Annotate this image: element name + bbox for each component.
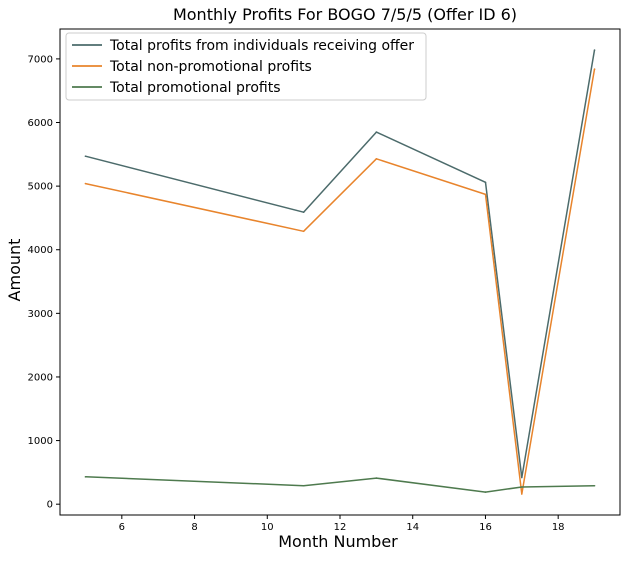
series-1-point bbox=[302, 211, 305, 214]
plot-area: 6 8 10 12 14 16 18 0 1000 2000 3000 4000 5000 6000 700… bbox=[28, 28, 621, 533]
series-2-point bbox=[302, 230, 305, 233]
x-tick-label: 12 bbox=[334, 522, 347, 533]
series-1-point bbox=[84, 155, 87, 158]
y-axis-label: Amount bbox=[5, 239, 24, 302]
series-line-1 bbox=[85, 49, 596, 479]
series-2-point bbox=[593, 68, 596, 70]
x-tick-label: 18 bbox=[552, 522, 565, 533]
x-axis-label: Month Number bbox=[278, 532, 398, 551]
series-3-point bbox=[521, 486, 523, 488]
legend-label-2: Total non-promotional profits bbox=[109, 59, 312, 75]
y-tick-label: 2000 bbox=[28, 372, 53, 383]
legend: Total profits from individuals receiving… bbox=[65, 32, 427, 101]
chart-title: Monthly Profits For BOGO 7/5/5 (Offer ID… bbox=[173, 5, 517, 24]
y-tick-label: 0 bbox=[47, 500, 53, 511]
plot-frame bbox=[59, 28, 621, 516]
series-3-point bbox=[302, 484, 305, 487]
legend-label-3: Total promotional profits bbox=[109, 80, 281, 96]
series-1-point bbox=[593, 49, 596, 51]
x-tick-label: 10 bbox=[261, 522, 274, 533]
series-2-point bbox=[521, 493, 523, 495]
legend-label-1: Total profits from individuals receiving… bbox=[109, 38, 414, 54]
series-1-point bbox=[375, 131, 378, 133]
y-tick-label: 1000 bbox=[28, 436, 53, 447]
series-3-point bbox=[593, 484, 596, 487]
legend-box bbox=[65, 32, 427, 101]
y-tick-label: 5000 bbox=[28, 182, 53, 193]
x-tick-label: 8 bbox=[191, 522, 197, 533]
series-3-point bbox=[484, 491, 487, 493]
y-tick-label: 7000 bbox=[28, 54, 53, 65]
series-1-point bbox=[521, 476, 523, 479]
series-3-point bbox=[375, 477, 378, 479]
x-tick-label: 16 bbox=[479, 522, 492, 533]
series-line-2 bbox=[85, 68, 596, 495]
x-tick-label: 6 bbox=[119, 522, 125, 533]
series-3-point bbox=[84, 476, 87, 478]
series-2-point bbox=[84, 182, 87, 185]
series-line-3 bbox=[85, 476, 595, 493]
x-tick-label: 14 bbox=[406, 522, 419, 533]
series-2-point bbox=[375, 157, 378, 160]
series-2-point bbox=[484, 193, 487, 196]
y-tick-label: 3000 bbox=[28, 309, 53, 320]
series-1-point bbox=[484, 181, 487, 184]
y-tick-label: 6000 bbox=[28, 118, 53, 129]
y-tick-label: 4000 bbox=[28, 245, 53, 256]
